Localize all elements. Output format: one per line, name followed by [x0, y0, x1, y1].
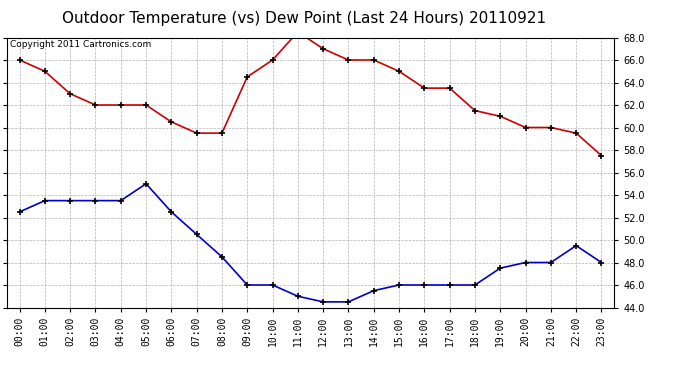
Text: Copyright 2011 Cartronics.com: Copyright 2011 Cartronics.com — [10, 40, 151, 49]
Text: Outdoor Temperature (vs) Dew Point (Last 24 Hours) 20110921: Outdoor Temperature (vs) Dew Point (Last… — [61, 11, 546, 26]
